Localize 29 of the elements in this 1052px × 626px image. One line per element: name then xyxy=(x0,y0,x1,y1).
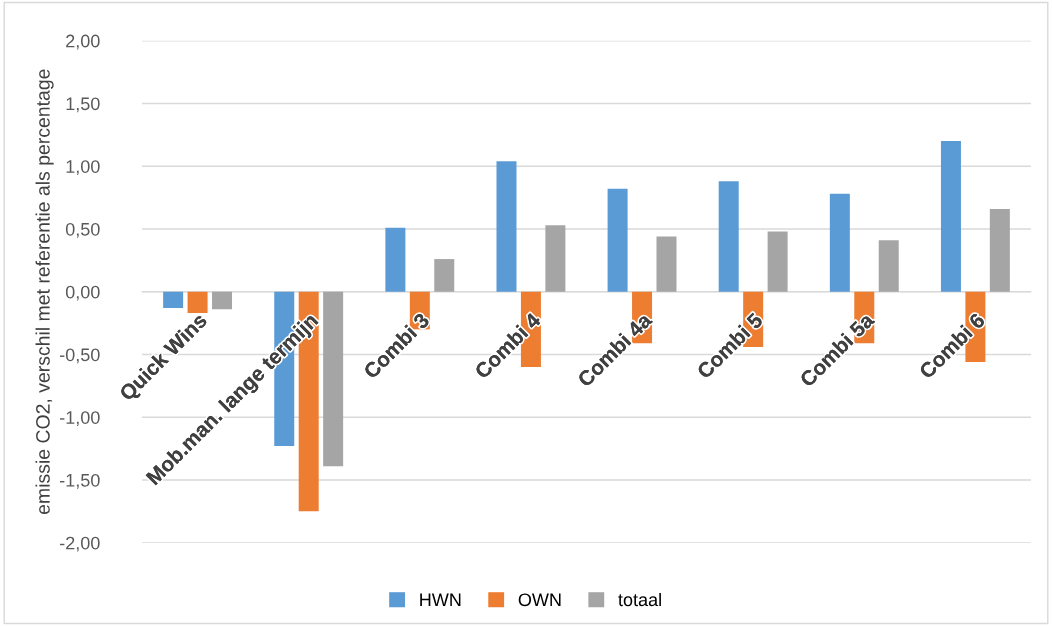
y-tick-label: -1,00 xyxy=(60,411,100,427)
y-tick-label: -0,50 xyxy=(60,348,100,364)
bar xyxy=(989,208,1010,292)
bar xyxy=(767,231,788,292)
y-tick-label: 2,00 xyxy=(66,34,100,50)
bar xyxy=(607,188,628,292)
legend-label: OWN xyxy=(518,593,561,607)
y-tick-label: -2,00 xyxy=(60,536,100,552)
bar xyxy=(829,193,850,292)
y-tick-label: -1,50 xyxy=(60,473,100,489)
legend-label: totaal xyxy=(618,592,661,607)
bar xyxy=(496,161,517,292)
bar xyxy=(878,240,899,292)
bar xyxy=(545,225,566,292)
legend-label: HWN xyxy=(420,593,461,606)
bar xyxy=(940,141,961,292)
bar xyxy=(656,236,677,292)
y-tick-label: 1,50 xyxy=(66,97,100,113)
y-tick-label: 0,50 xyxy=(65,222,100,238)
bar xyxy=(718,181,739,292)
bar xyxy=(385,227,406,292)
bar xyxy=(187,291,208,314)
bar xyxy=(434,259,455,292)
bar xyxy=(212,291,233,310)
y-tick-label: 1,00 xyxy=(66,160,100,176)
bar xyxy=(163,291,184,309)
bar xyxy=(323,291,344,467)
y-tick-label: 0,00 xyxy=(65,285,100,301)
y-axis-title: emissie CO2, verschil met referentie als percentage xyxy=(35,69,54,515)
